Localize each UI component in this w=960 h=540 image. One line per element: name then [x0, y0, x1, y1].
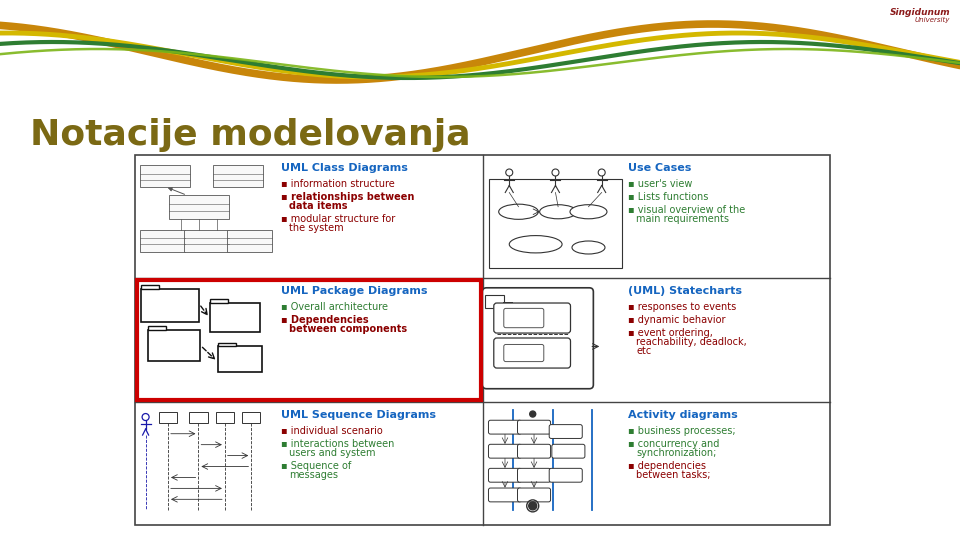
Ellipse shape	[572, 241, 605, 254]
Text: ▪ modular structure for: ▪ modular structure for	[281, 214, 396, 224]
Text: the system: the system	[289, 223, 344, 233]
Bar	[485, 295, 504, 308]
Text: ▪ visual overview of the: ▪ visual overview of the	[629, 205, 746, 215]
Text: ▪ Sequence of: ▪ Sequence of	[281, 461, 351, 471]
Bar	[148, 326, 166, 330]
Text: (UML) Statecharts: (UML) Statecharts	[629, 286, 742, 296]
Bar	[140, 230, 185, 252]
Bar	[490, 179, 621, 268]
Text: ▪ event ordering,: ▪ event ordering,	[629, 328, 713, 339]
Bar	[141, 285, 159, 288]
FancyBboxPatch shape	[489, 468, 521, 482]
Text: UML Class Diagrams: UML Class Diagrams	[281, 163, 408, 173]
Bar	[135, 155, 830, 525]
Bar	[218, 343, 236, 347]
FancyBboxPatch shape	[552, 444, 585, 458]
FancyBboxPatch shape	[504, 308, 543, 328]
Text: ▪ relationships between: ▪ relationships between	[281, 192, 415, 202]
Bar	[141, 288, 199, 322]
Bar	[209, 299, 228, 303]
Bar	[218, 347, 262, 373]
Text: ▪ dynamic behavior: ▪ dynamic behavior	[629, 315, 726, 325]
Ellipse shape	[540, 205, 577, 219]
Text: between tasks;: between tasks;	[636, 470, 711, 480]
Text: between components: between components	[289, 325, 407, 334]
Text: synchronization;: synchronization;	[636, 448, 717, 458]
Text: ▪ responses to events: ▪ responses to events	[629, 302, 736, 312]
Bar	[137, 280, 481, 400]
FancyBboxPatch shape	[517, 420, 551, 434]
Text: data items: data items	[289, 201, 348, 211]
Text: ▪ individual scenario: ▪ individual scenario	[281, 426, 383, 436]
FancyBboxPatch shape	[493, 303, 570, 333]
FancyBboxPatch shape	[489, 488, 521, 502]
FancyBboxPatch shape	[504, 345, 543, 362]
FancyBboxPatch shape	[483, 288, 593, 389]
Bar	[140, 165, 190, 187]
Bar	[216, 412, 234, 423]
FancyBboxPatch shape	[549, 424, 583, 438]
Text: ▪ dependencies: ▪ dependencies	[629, 461, 707, 471]
Text: Singidunum: Singidunum	[889, 8, 950, 17]
FancyBboxPatch shape	[517, 444, 551, 458]
Circle shape	[529, 502, 537, 510]
Bar	[209, 303, 260, 332]
Text: ▪ Overall architecture: ▪ Overall architecture	[281, 302, 388, 312]
Text: ▪ Lists functions: ▪ Lists functions	[629, 192, 708, 202]
Bar	[228, 230, 273, 252]
Ellipse shape	[570, 205, 607, 219]
Bar	[158, 412, 178, 423]
Ellipse shape	[498, 204, 539, 219]
Bar	[183, 230, 228, 252]
Text: ▪ user's view: ▪ user's view	[629, 179, 693, 189]
Text: reachability, deadlock,: reachability, deadlock,	[636, 338, 747, 347]
Ellipse shape	[509, 235, 562, 253]
Bar	[212, 165, 263, 187]
Text: UML Sequence Diagrams: UML Sequence Diagrams	[281, 410, 436, 420]
Bar	[148, 330, 201, 361]
FancyBboxPatch shape	[489, 444, 521, 458]
Text: ▪ interactions between: ▪ interactions between	[281, 438, 395, 449]
Text: ▪ information structure: ▪ information structure	[281, 179, 395, 189]
Bar	[169, 195, 229, 219]
Text: Activity diagrams: Activity diagrams	[629, 410, 738, 420]
FancyBboxPatch shape	[493, 338, 570, 368]
Text: main requirements: main requirements	[636, 214, 730, 224]
Text: Notacije modelovanja: Notacije modelovanja	[30, 118, 470, 152]
Text: Use Cases: Use Cases	[629, 163, 692, 173]
FancyBboxPatch shape	[517, 488, 551, 502]
Text: University: University	[915, 17, 950, 23]
Bar	[189, 412, 207, 423]
Text: ▪ business processes;: ▪ business processes;	[629, 426, 736, 436]
Text: ▪ concurrency and: ▪ concurrency and	[629, 438, 720, 449]
FancyBboxPatch shape	[549, 468, 583, 482]
Text: etc: etc	[636, 346, 652, 356]
Text: messages: messages	[289, 470, 338, 480]
FancyBboxPatch shape	[517, 468, 551, 482]
FancyBboxPatch shape	[489, 420, 521, 434]
Text: users and system: users and system	[289, 448, 375, 458]
Text: ▪ Dependencies: ▪ Dependencies	[281, 315, 369, 325]
Text: UML Package Diagrams: UML Package Diagrams	[281, 286, 427, 296]
Circle shape	[530, 411, 536, 417]
Bar	[242, 412, 260, 423]
